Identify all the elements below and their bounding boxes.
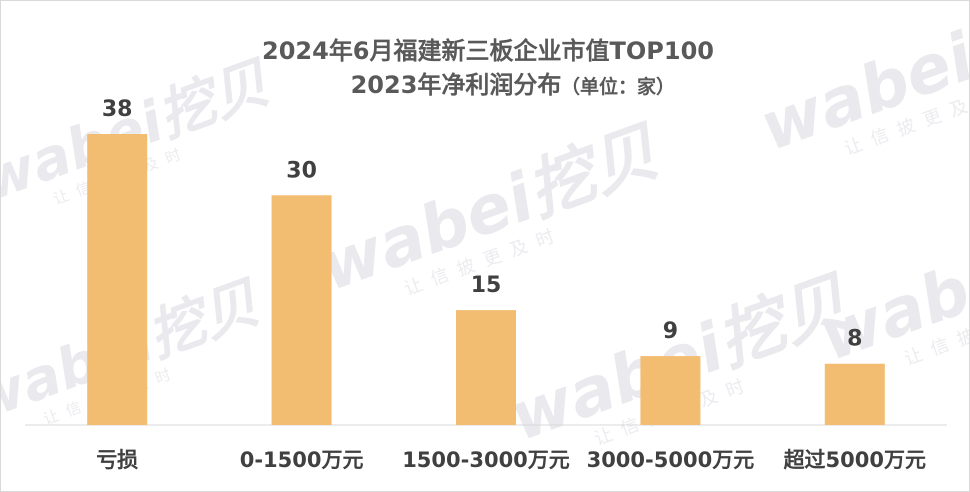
bar-value-label: 9 — [663, 319, 678, 344]
bar — [456, 310, 516, 425]
chart-unit-note: （单位：家） — [561, 75, 675, 98]
bar-value-label: 30 — [286, 158, 317, 183]
bar-value-label: 38 — [102, 97, 133, 122]
value-labels-group: 38 30 15 9 8 — [102, 97, 863, 352]
x-tick-label: 3000-5000万元 — [587, 448, 755, 472]
bar-value-label: 15 — [471, 273, 502, 298]
bar — [824, 363, 885, 425]
bar — [271, 195, 332, 425]
x-tick-label: 0-1500万元 — [240, 448, 364, 472]
category-labels-group: 亏损 0-1500万元 1500-3000万元 3000-5000万元 超过5000万元 — [96, 448, 926, 472]
bar — [640, 356, 701, 425]
x-tick-label: 亏损 — [96, 448, 138, 472]
x-tick-label: 超过5000万元 — [784, 448, 926, 472]
chart-title-line2: 2023年净利润分布 — [351, 71, 562, 99]
chart-title-line1: 2024年6月福建新三板企业市值TOP100 — [262, 37, 714, 65]
bar — [87, 134, 148, 425]
bar-value-label: 8 — [847, 327, 862, 352]
x-tick-label: 1500-3000万元 — [402, 448, 570, 472]
bars-group — [87, 134, 885, 425]
